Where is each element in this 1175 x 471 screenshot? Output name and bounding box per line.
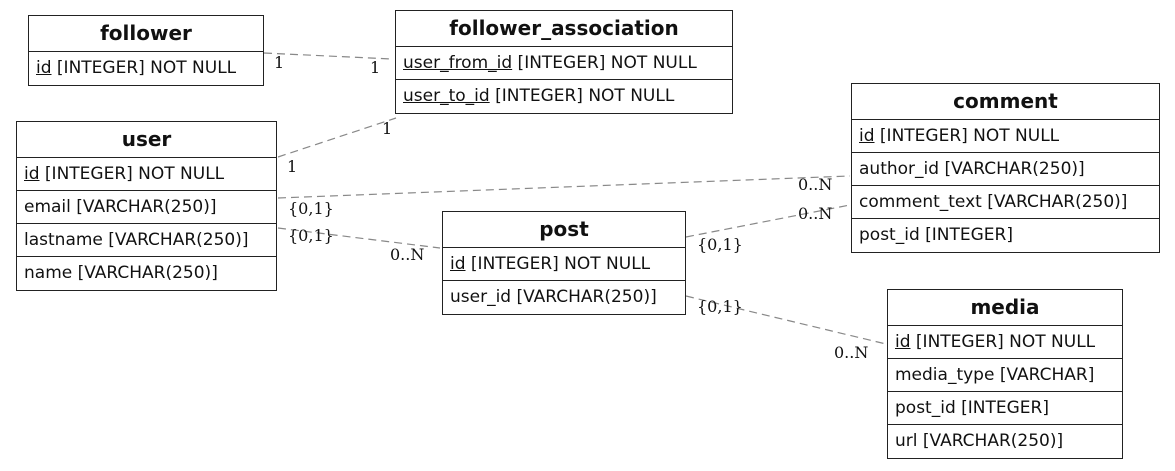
entity-media: media id [INTEGER] NOT NULL media_type [… [887,289,1123,459]
attribute-text: lastname [VARCHAR(250)] [24,230,249,250]
entity-title: follower_association [396,11,732,47]
attribute-row: id [INTEGER] NOT NULL [888,326,1122,359]
attribute-text: [INTEGER] NOT NULL [874,126,1060,146]
entity-user: user id [INTEGER] NOT NULL email [VARCHA… [16,121,277,291]
attribute-text: post_id [INTEGER] [895,398,1049,418]
attribute-text: url [VARCHAR(250)] [895,431,1064,451]
cardinality-label: 0..N [798,175,832,194]
cardinality-label: 0..N [798,204,832,223]
attribute-text: [INTEGER] NOT NULL [51,58,237,78]
attribute-row: user_to_id [INTEGER] NOT NULL [396,80,732,113]
primary-key: id [895,332,911,352]
attribute-row: url [VARCHAR(250)] [888,425,1122,458]
attribute-text: email [VARCHAR(250)] [24,197,217,217]
primary-key: user_to_id [403,86,490,106]
entity-follower-association: follower_association user_from_id [INTEG… [395,10,733,114]
primary-key: id [24,164,40,184]
attribute-row: id [INTEGER] NOT NULL [17,158,276,191]
attribute-text: post_id [INTEGER] [859,225,1013,245]
cardinality-label: 1 [274,53,284,72]
primary-key: id [859,126,875,146]
cardinality-label: {0,1} [697,297,743,316]
attribute-row: user_id [VARCHAR(250)] [443,281,685,314]
cardinality-label: {0,1} [288,226,334,245]
entity-title: follower [29,16,263,52]
entity-title: comment [852,84,1159,120]
relationship-line-post-media [685,295,887,345]
entity-post: post id [INTEGER] NOT NULL user_id [VARC… [442,211,686,315]
attribute-text: user_id [VARCHAR(250)] [450,287,657,307]
attribute-row: post_id [INTEGER] [852,219,1159,252]
attribute-text: media_type [VARCHAR] [895,365,1095,385]
relationship-line-user-post [277,227,441,249]
cardinality-label: 1 [287,157,297,176]
attribute-row: media_type [VARCHAR] [888,359,1122,392]
cardinality-label: 0..N [390,245,424,264]
attribute-text: name [VARCHAR(250)] [24,263,218,283]
relationship-line-user-comment [277,175,851,199]
attribute-text: [INTEGER] NOT NULL [489,86,675,106]
attribute-row: id [INTEGER] NOT NULL [443,248,685,281]
attribute-row: lastname [VARCHAR(250)] [17,224,276,257]
entity-follower: follower id [INTEGER] NOT NULL [28,15,264,86]
cardinality-label: 0..N [834,343,868,362]
entity-title: post [443,212,685,248]
entity-comment: comment id [INTEGER] NOT NULL author_id … [851,83,1160,253]
attribute-text: [INTEGER] NOT NULL [910,332,1096,352]
attribute-row: comment_text [VARCHAR(250)] [852,186,1159,219]
cardinality-label: {0,1} [288,199,334,218]
attribute-text: [INTEGER] NOT NULL [512,53,697,73]
primary-key: id [450,254,466,274]
entity-title: media [888,290,1122,326]
attribute-row: id [INTEGER] NOT NULL [29,52,263,85]
attribute-text: [INTEGER] NOT NULL [39,164,225,184]
relationship-line-user-follower-association [277,117,397,158]
attribute-row: user_from_id [INTEGER] NOT NULL [396,47,732,80]
attribute-text: author_id [VARCHAR(250)] [859,159,1085,179]
relationship-line-follower-follower-association [263,52,393,60]
cardinality-label: {0,1} [697,235,743,254]
attribute-row: author_id [VARCHAR(250)] [852,153,1159,186]
cardinality-label: 1 [382,119,392,138]
primary-key: id [36,58,52,78]
primary-key: user_from_id [403,53,513,73]
attribute-text: [INTEGER] NOT NULL [465,254,651,274]
relationship-line-post-comment [685,204,851,238]
attribute-row: post_id [INTEGER] [888,392,1122,425]
attribute-row: name [VARCHAR(250)] [17,257,276,290]
entity-title: user [17,122,276,158]
cardinality-label: 1 [370,58,380,77]
attribute-text: comment_text [VARCHAR(250)] [859,192,1128,212]
attribute-row: id [INTEGER] NOT NULL [852,120,1159,153]
attribute-row: email [VARCHAR(250)] [17,191,276,224]
